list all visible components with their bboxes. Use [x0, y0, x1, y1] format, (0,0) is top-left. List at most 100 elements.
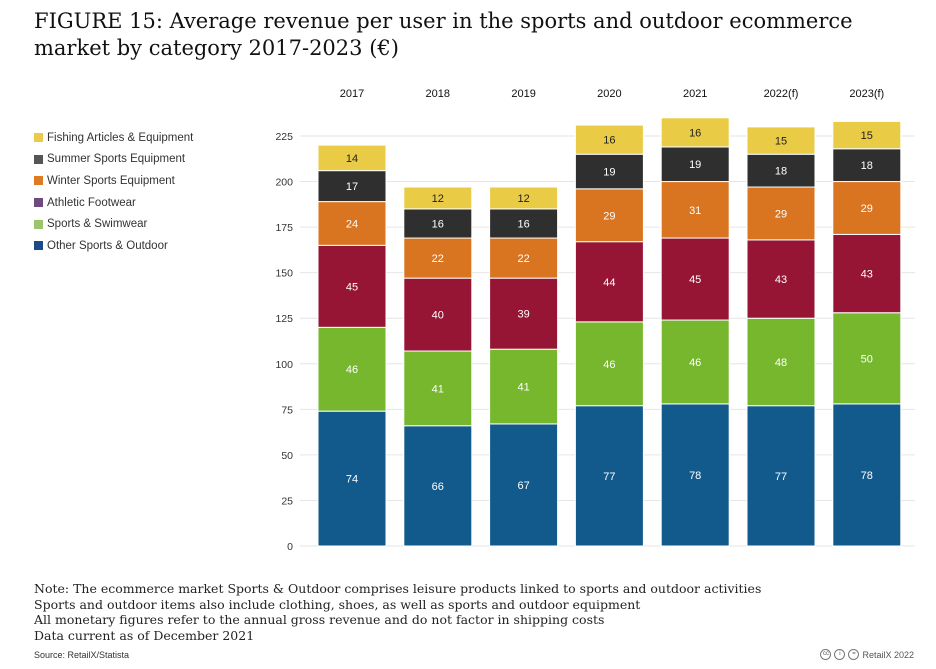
by-icon: i — [834, 649, 846, 660]
data-label: 67 — [517, 480, 529, 492]
legend-label: Athletic Footwear — [47, 196, 136, 209]
y-tick-label: 200 — [275, 177, 293, 189]
note-line: Sports and outdoor items also include cl… — [34, 596, 641, 612]
bar-segment — [746, 239, 816, 319]
nd-icon: = — [848, 649, 860, 660]
data-label: 16 — [517, 218, 529, 230]
data-label: 45 — [346, 281, 358, 293]
x-tick-label: 2018 — [426, 88, 450, 100]
bar-segment — [403, 208, 473, 239]
data-label: 78 — [689, 470, 701, 482]
data-label: 66 — [432, 481, 444, 493]
data-label: 74 — [346, 474, 358, 486]
data-label: 15 — [861, 130, 873, 142]
bar-segment — [489, 186, 559, 210]
x-tick-label: 2017 — [340, 88, 364, 100]
data-label: 45 — [689, 274, 701, 286]
bar-segment — [746, 126, 816, 155]
data-label: 19 — [603, 167, 615, 179]
data-label: 39 — [517, 309, 529, 321]
credit-text: RetailX 2022 — [862, 649, 914, 660]
data-label: 77 — [775, 471, 787, 483]
chart-title: FIGURE 15: Average revenue per user in t… — [34, 9, 853, 60]
bar-segment — [317, 244, 387, 328]
legend-label: Winter Sports Equipment — [47, 174, 175, 187]
legend-swatch — [34, 133, 43, 143]
y-tick-label: 25 — [281, 495, 293, 507]
data-label: 43 — [775, 274, 787, 286]
bar-segment — [403, 186, 473, 210]
x-tick-label: 2022(f) — [764, 88, 799, 100]
legend: Fishing Articles & Equipment Summer Spor… — [34, 127, 193, 257]
bar-segment — [746, 317, 816, 407]
bar-segment — [403, 237, 473, 279]
data-label: 16 — [689, 127, 701, 139]
legend-item: Athletic Footwear — [34, 192, 193, 214]
x-tick-label: 2023(f) — [849, 88, 884, 100]
data-label: 41 — [517, 382, 529, 394]
bar-segment — [574, 188, 644, 243]
notes: Note: The ecommerce market Sports & Outd… — [34, 581, 761, 643]
data-label: 22 — [432, 253, 444, 265]
data-label: 46 — [689, 357, 701, 369]
data-label: 15 — [775, 136, 787, 148]
x-tick-label: 2021 — [683, 88, 707, 100]
bar-segment — [489, 277, 559, 350]
data-label: 44 — [603, 277, 615, 289]
data-label: 16 — [603, 135, 615, 147]
legend-label: Fishing Articles & Equipment — [47, 131, 194, 144]
credit: cc i = RetailX 2022 — [820, 649, 914, 660]
data-label: 24 — [346, 218, 358, 230]
bar-segment — [574, 124, 644, 155]
bar-segment — [832, 120, 902, 150]
data-label: 17 — [346, 181, 358, 193]
legend-swatch — [34, 198, 43, 208]
data-label: 31 — [689, 205, 701, 217]
data-label: 46 — [603, 359, 615, 371]
bar-segment — [660, 403, 730, 547]
y-tick-label: 150 — [275, 268, 293, 280]
y-tick-label: 50 — [281, 450, 293, 462]
legend-item: Summer Sports Equipment — [34, 149, 193, 171]
legend-item: Winter Sports Equipment — [34, 170, 193, 192]
data-label: 50 — [861, 353, 873, 365]
legend-swatch — [34, 176, 43, 186]
legend-label: Sports & Swimwear — [47, 218, 148, 231]
y-tick-label: 100 — [275, 359, 293, 371]
legend-label: Summer Sports Equipment — [47, 153, 186, 166]
note-line: All monetary figures refer to the annual… — [34, 612, 605, 627]
bar-segment — [574, 321, 644, 407]
data-label: 16 — [432, 218, 444, 230]
bar-segment — [403, 277, 473, 352]
data-label: 18 — [775, 166, 787, 178]
source: Source: RetailX/Statista — [34, 650, 130, 660]
legend-swatch — [34, 219, 43, 229]
legend-item: Other Sports & Outdoor — [34, 235, 193, 257]
y-tick-label: 225 — [275, 131, 293, 143]
bar-segment — [832, 181, 902, 235]
legend-swatch — [34, 241, 43, 251]
bar-segment — [832, 233, 902, 314]
legend-swatch — [34, 154, 43, 164]
data-label: 48 — [775, 357, 787, 369]
data-label: 43 — [861, 269, 873, 281]
data-label: 78 — [861, 470, 873, 482]
bar-segment — [746, 153, 816, 188]
legend-item: Fishing Articles & Equipment — [34, 127, 193, 149]
x-tick-label: 2020 — [597, 88, 621, 100]
data-label: 22 — [517, 253, 529, 265]
bar-segment — [574, 405, 644, 547]
bar-segment — [746, 405, 816, 547]
data-label: 29 — [861, 203, 873, 215]
bar-segment — [317, 326, 387, 412]
note-line: Note: The ecommerce market Sports & Outd… — [34, 581, 762, 596]
stacked-bar-chart: 0 25 50 75 100 125 150 175 200 225 2017 74 46 45 24 17 1… — [275, 88, 915, 553]
bar-segment — [832, 403, 902, 547]
data-label: 12 — [432, 193, 444, 205]
note-line: Data current as of December 2021 — [34, 627, 255, 643]
bar-segment — [403, 425, 473, 547]
data-label: 46 — [346, 364, 358, 376]
y-tick-label: 125 — [275, 313, 293, 325]
data-label: 19 — [689, 159, 701, 171]
cc-icon: cc — [820, 649, 832, 660]
